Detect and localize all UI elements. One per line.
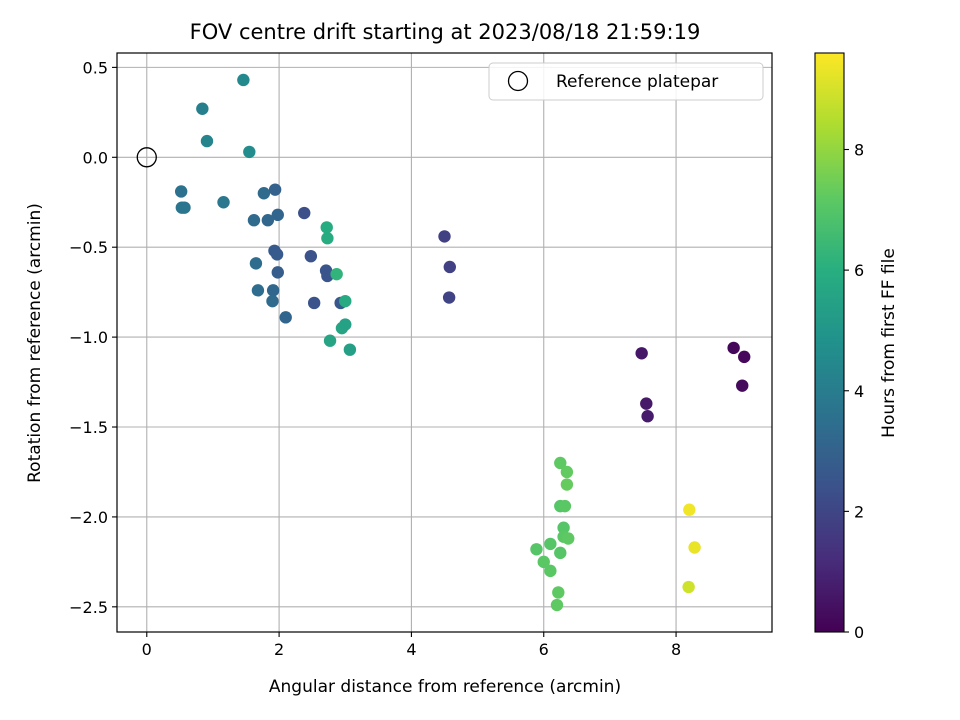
data-point bbox=[682, 580, 695, 594]
data-point bbox=[323, 334, 337, 347]
data-point bbox=[635, 347, 648, 360]
data-point bbox=[688, 541, 701, 554]
data-point bbox=[558, 499, 572, 513]
data-point bbox=[530, 543, 543, 556]
data-point bbox=[557, 521, 570, 534]
data-point bbox=[261, 214, 275, 227]
data-point bbox=[321, 232, 334, 245]
colorbar-tick-label: 6 bbox=[854, 261, 864, 280]
data-point bbox=[562, 532, 575, 545]
x-tick-label: 2 bbox=[274, 640, 284, 659]
colorbar-ticks: 0 2 4 6 8 bbox=[844, 141, 864, 642]
data-point bbox=[196, 102, 209, 115]
data-point bbox=[266, 284, 280, 297]
data-point bbox=[279, 311, 292, 324]
data-points bbox=[174, 73, 751, 612]
data-point bbox=[339, 294, 352, 308]
data-point bbox=[271, 208, 284, 222]
y-tick-label: −2.5 bbox=[69, 598, 108, 617]
data-point bbox=[736, 379, 749, 392]
data-point bbox=[339, 318, 352, 331]
data-point bbox=[247, 214, 261, 227]
data-point bbox=[249, 257, 263, 270]
grid-lines bbox=[117, 53, 772, 632]
y-tick-label: −2.0 bbox=[69, 508, 108, 527]
x-tick-label: 0 bbox=[142, 640, 152, 659]
data-point bbox=[251, 284, 265, 297]
data-point bbox=[268, 183, 282, 196]
colorbar-tick-label: 0 bbox=[854, 623, 864, 642]
data-point bbox=[537, 555, 550, 569]
data-point bbox=[174, 185, 188, 198]
data-point bbox=[550, 598, 564, 612]
x-axis-ticks: 0 2 4 6 8 bbox=[142, 632, 681, 659]
data-point bbox=[544, 564, 557, 578]
plot-frame bbox=[116, 52, 773, 633]
data-point bbox=[727, 341, 740, 355]
data-point bbox=[257, 187, 271, 200]
reference-marker-layer bbox=[136, 147, 157, 168]
reference-platepar-marker bbox=[136, 147, 157, 168]
colorbar-label: Hours from first FF file bbox=[879, 248, 899, 438]
data-point bbox=[554, 456, 567, 470]
data-point bbox=[321, 269, 334, 283]
data-point bbox=[307, 296, 321, 310]
data-point bbox=[217, 196, 230, 209]
data-point bbox=[552, 586, 565, 599]
colorbar-tick-label: 8 bbox=[854, 141, 864, 160]
data-point bbox=[237, 73, 250, 87]
data-point bbox=[442, 291, 456, 304]
colorbar bbox=[814, 52, 845, 633]
x-tick-label: 4 bbox=[406, 640, 416, 659]
data-point bbox=[266, 294, 279, 308]
colorbar-tick-label: 2 bbox=[854, 502, 864, 521]
y-tick-label: −1.0 bbox=[69, 328, 108, 347]
data-point bbox=[560, 478, 574, 491]
y-tick-label: −1.5 bbox=[69, 418, 108, 437]
data-point bbox=[560, 465, 574, 479]
legend-reference-marker bbox=[507, 70, 529, 92]
data-point bbox=[683, 503, 696, 516]
y-axis-label: Rotation from reference (arcmin) bbox=[25, 203, 45, 483]
data-point bbox=[320, 221, 333, 234]
data-point bbox=[271, 266, 284, 279]
data-point bbox=[330, 267, 343, 281]
x-axis-label: Angular distance from reference (arcmin) bbox=[269, 677, 621, 697]
data-point bbox=[200, 134, 214, 148]
x-tick-label: 6 bbox=[539, 640, 549, 659]
data-point bbox=[554, 546, 567, 560]
legend: Reference platepar bbox=[488, 62, 764, 101]
data-point bbox=[438, 230, 451, 243]
data-point bbox=[443, 260, 456, 274]
y-tick-label: 0.0 bbox=[83, 148, 108, 167]
data-point bbox=[640, 397, 653, 410]
data-point bbox=[738, 350, 751, 364]
data-point bbox=[544, 537, 557, 551]
y-tick-label: −0.5 bbox=[69, 238, 108, 257]
data-point bbox=[641, 410, 654, 423]
data-point bbox=[298, 206, 311, 220]
data-point bbox=[343, 343, 357, 356]
data-point bbox=[270, 248, 284, 261]
chart-title: FOV centre drift starting at 2023/08/18 … bbox=[190, 20, 701, 44]
data-point bbox=[178, 201, 191, 214]
y-tick-label: 0.5 bbox=[83, 58, 108, 77]
y-axis-ticks: 0.5 0.0 −0.5 −1.0 −1.5 −2.0 −2.5 bbox=[69, 58, 117, 617]
data-point bbox=[304, 249, 318, 263]
x-tick-label: 8 bbox=[671, 640, 681, 659]
data-point bbox=[243, 145, 256, 159]
colorbar-tick-label: 4 bbox=[854, 382, 864, 401]
legend-reference-label: Reference platepar bbox=[556, 72, 718, 92]
legend-box bbox=[488, 62, 764, 101]
